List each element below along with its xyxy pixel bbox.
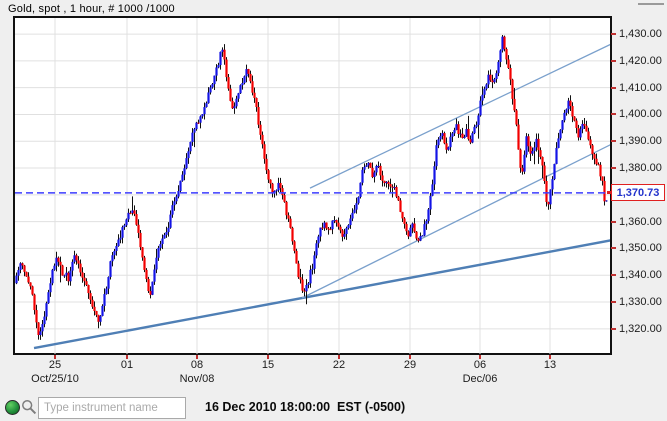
- y-axis-label: 1,380.00: [611, 161, 662, 175]
- y-axis-label-text: 1,380.00: [619, 162, 662, 175]
- channel-upper: [309, 43, 610, 189]
- connection-status-icon: [5, 400, 20, 415]
- y-axis-label: 1,420.00: [611, 54, 662, 68]
- y-axis-label-text: 1,400.00: [619, 108, 662, 121]
- y-axis-tick: [611, 140, 616, 143]
- y-axis-tick: [611, 220, 616, 223]
- y-axis-tick: [611, 86, 616, 89]
- server-time: 16 Dec 2010 18:00:00 EST (-0500): [205, 400, 406, 414]
- y-axis-label: 1,320.00: [611, 322, 662, 336]
- x-axis-date-label: Nov/08: [179, 373, 215, 385]
- candlestick-chart[interactable]: [13, 16, 612, 355]
- y-axis-label-text: 1,390.00: [619, 135, 662, 148]
- y-axis-label: 1,350.00: [611, 241, 662, 255]
- x-axis-tick: [267, 355, 269, 359]
- y-axis-tick: [611, 167, 616, 170]
- y-axis-label: 1,400.00: [611, 107, 662, 121]
- window-resize-handle: [638, 3, 664, 5]
- x-axis-day-label: 25: [48, 359, 62, 371]
- y-axis-label-text: 1,420.00: [619, 54, 662, 67]
- y-axis-label: 1,340.00: [611, 268, 662, 282]
- y-axis-label-text: 1,320.00: [619, 322, 662, 335]
- current-price-badge: 1,370.73: [611, 184, 665, 201]
- y-axis-label-text: 1,430.00: [619, 28, 662, 41]
- trendlines[interactable]: [33, 43, 612, 350]
- x-axis-tick: [196, 355, 198, 359]
- y-axis-label-text: 1,340.00: [619, 269, 662, 282]
- y-axis-label: 1,410.00: [611, 81, 662, 95]
- y-axis-tick: [611, 59, 616, 62]
- y-axis-tick: [611, 274, 616, 277]
- x-axis-tick: [126, 355, 128, 359]
- x-axis-day-label: 22: [332, 359, 346, 371]
- x-axis-tick: [549, 355, 551, 359]
- instrument-search-input[interactable]: [38, 397, 186, 419]
- x-axis-day-label: 01: [120, 359, 134, 371]
- x-axis-date-label: Oct/25/10: [31, 373, 79, 385]
- y-axis-label-text: 1,330.00: [619, 296, 662, 309]
- x-axis-day-label: 08: [190, 359, 204, 371]
- status-bar: 16 Dec 2010 18:00:00 EST (-0500): [0, 392, 667, 421]
- y-axis-label: 1,430.00: [611, 27, 662, 41]
- x-axis-tick: [338, 355, 340, 359]
- current-price-tick: [607, 191, 612, 194]
- support-major: [33, 239, 610, 350]
- channel-lower: [301, 144, 610, 299]
- y-axis-tick: [611, 327, 616, 330]
- search-icon: [22, 400, 37, 415]
- x-axis-day-label: 13: [543, 359, 557, 371]
- y-axis-tick: [611, 33, 616, 36]
- plot-layers: [15, 18, 612, 354]
- x-axis-tick: [409, 355, 411, 359]
- y-axis-tick: [611, 247, 616, 250]
- y-axis-label: 1,330.00: [611, 295, 662, 309]
- y-axis-tick: [611, 301, 616, 304]
- candles-layer: [15, 34, 608, 340]
- y-axis-label-text: 1,350.00: [619, 242, 662, 255]
- x-axis-day-label: 15: [261, 359, 275, 371]
- x-axis-date-label: Dec/06: [462, 373, 498, 385]
- x-axis-tick: [54, 355, 56, 359]
- y-axis-label-text: 1,410.00: [619, 81, 662, 94]
- y-axis-label: 1,360.00: [611, 215, 662, 229]
- x-axis-tick: [479, 355, 481, 359]
- y-axis-tick: [611, 113, 616, 116]
- y-axis-label-text: 1,360.00: [619, 215, 662, 228]
- x-axis-day-label: 29: [403, 359, 417, 371]
- chart-title: Gold, spot , 1 hour, # 1000 /1000: [8, 3, 175, 15]
- x-axis-day-label: 06: [473, 359, 487, 371]
- y-axis-label: 1,390.00: [611, 134, 662, 148]
